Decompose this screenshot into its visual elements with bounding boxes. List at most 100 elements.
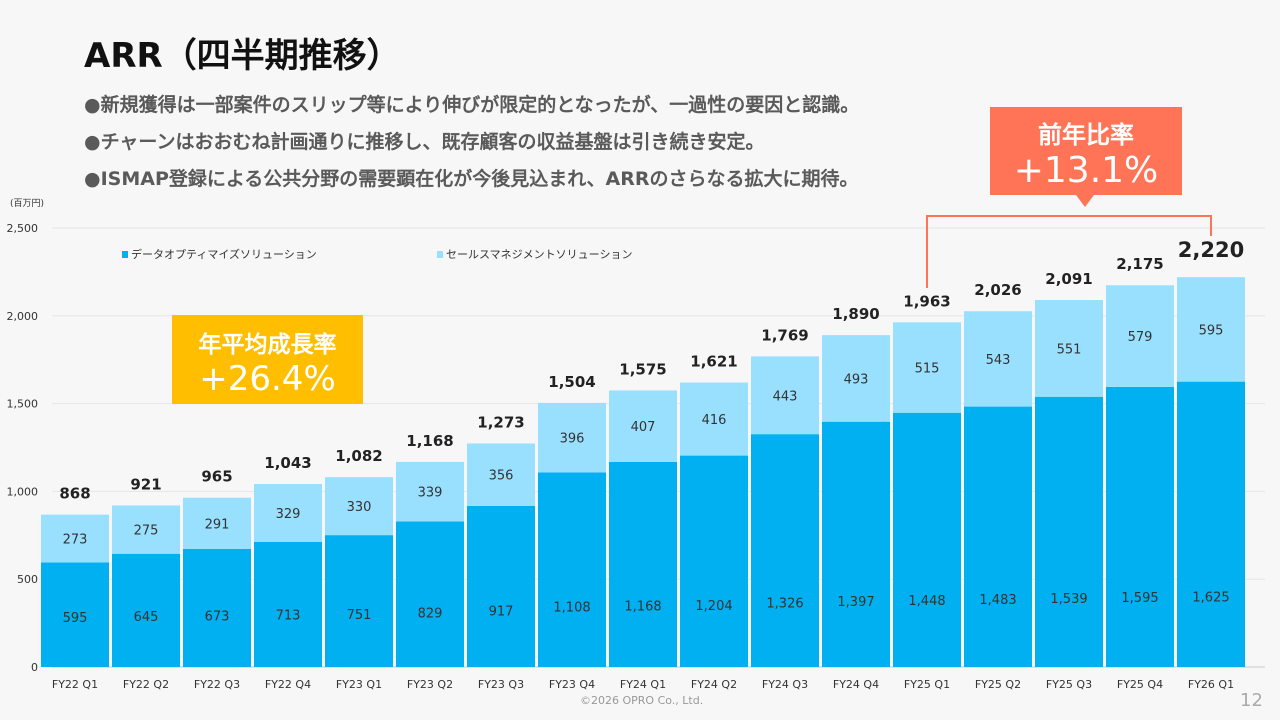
y-tick-label: 0 [31, 661, 38, 674]
bar-segment-sales-management [41, 514, 109, 563]
bar-segment-data-optimize [609, 461, 677, 667]
total-value-label: 1,769 [761, 326, 808, 344]
bar-segment-sales-management [325, 477, 393, 536]
segment-value-label: 1,397 [837, 595, 874, 610]
yoy-value: +13.1% [1013, 150, 1159, 191]
bar-segment-sales-management [183, 497, 251, 549]
total-value-label: 1,168 [406, 432, 453, 450]
x-tick-label: FY22 Q4 [265, 678, 311, 691]
segment-value-label: 1,539 [1050, 592, 1087, 607]
bar-segment-data-optimize [1177, 381, 1245, 667]
x-tick-label: FY25 Q3 [1046, 678, 1092, 691]
bullet-item: ●チャーンはおおむね計画通りに推移し、既存顧客の収益基盤は引き続き安定。 [84, 131, 765, 153]
bar-segment-sales-management [609, 390, 677, 462]
total-value-label: 1,043 [264, 454, 311, 472]
bar-segment-sales-management [964, 311, 1032, 407]
x-tick-label: FY25 Q1 [904, 678, 950, 691]
x-tick-label: FY25 Q4 [1117, 678, 1163, 691]
total-value-label: 1,504 [548, 373, 595, 391]
bar-segment-data-optimize [325, 535, 393, 667]
bar-segment-data-optimize [41, 562, 109, 667]
segment-value-label: 407 [631, 420, 656, 435]
bar-segment-data-optimize [1106, 386, 1174, 667]
segment-value-label: 339 [418, 486, 443, 501]
bar-segment-data-optimize [112, 553, 180, 667]
segment-value-label: 645 [134, 610, 159, 625]
x-tick-label: FY24 Q4 [833, 678, 879, 691]
bar-segment-data-optimize [751, 434, 819, 667]
bar-segment-sales-management [396, 461, 464, 522]
x-tick-label: FY23 Q1 [336, 678, 382, 691]
segment-value-label: 595 [63, 611, 88, 626]
bar-segment-sales-management [1035, 299, 1103, 397]
cagr-value: +26.4% [199, 359, 336, 399]
x-tick-label: FY25 Q2 [975, 678, 1021, 691]
bar-segment-sales-management [822, 335, 890, 422]
bar-segment-sales-management [1106, 285, 1174, 387]
segment-value-label: 543 [986, 353, 1011, 368]
bar-segment-data-optimize [396, 521, 464, 667]
x-tick-label: FY23 Q3 [478, 678, 524, 691]
legend-label: データオプティマイズソリューション [131, 247, 317, 261]
segment-value-label: 273 [63, 533, 88, 548]
segment-value-label: 1,326 [766, 596, 803, 611]
x-tick-label: FY26 Q1 [1188, 678, 1234, 691]
y-tick-label: 2,000 [7, 310, 39, 323]
segment-value-label: 443 [773, 389, 798, 404]
total-value-label: 1,575 [619, 360, 666, 378]
total-value-label: 1,621 [690, 352, 737, 370]
segment-value-label: 396 [560, 432, 585, 447]
segment-value-label: 917 [489, 605, 514, 620]
bar-segment-data-optimize [680, 455, 748, 667]
page-title: ARR（四半期推移） [84, 36, 401, 76]
segment-value-label: 673 [205, 609, 230, 624]
bar-segment-data-optimize [822, 421, 890, 667]
x-tick-label: FY22 Q1 [52, 678, 98, 691]
segment-value-label: 1,204 [695, 599, 732, 614]
total-value-label: 868 [59, 485, 90, 503]
bar-segment-sales-management [467, 443, 535, 506]
total-value-label: 2,026 [974, 281, 1021, 299]
legend-swatch [122, 251, 128, 258]
segment-value-label: 1,483 [979, 593, 1016, 608]
total-value-label: 965 [201, 468, 232, 486]
x-tick-label: FY23 Q2 [407, 678, 453, 691]
x-tick-label: FY22 Q2 [123, 678, 169, 691]
bar-segment-data-optimize [254, 541, 322, 667]
bullet-list: ●新規獲得は一部案件のスリップ等により伸びが限定的となったが、一過性の要因と認識… [84, 90, 859, 201]
segment-value-label: 551 [1057, 342, 1082, 357]
x-tick-label: FY23 Q4 [549, 678, 595, 691]
bar-segment-data-optimize [964, 406, 1032, 667]
segment-value-label: 416 [702, 413, 727, 428]
y-axis-unit-label: (百万円) [10, 198, 44, 209]
segment-value-label: 1,625 [1192, 590, 1229, 605]
copyright: ©2026 OPRO Co., Ltd. [580, 694, 704, 707]
callout-pointer [1076, 195, 1094, 207]
total-value-label: 2,220 [1178, 238, 1244, 262]
x-tick-label: FY22 Q3 [194, 678, 240, 691]
bar-segment-data-optimize [467, 505, 535, 667]
bar-segment-sales-management [893, 322, 961, 413]
yoy-growth-callout: 前年比率 +13.1% [990, 107, 1182, 195]
y-tick-label: 500 [17, 573, 38, 586]
segment-value-label: 751 [347, 608, 372, 623]
total-value-label: 921 [130, 475, 161, 493]
yoy-bracket-line [926, 215, 1212, 288]
bar-segment-sales-management [751, 356, 819, 435]
bar-segment-sales-management [538, 402, 606, 473]
segment-value-label: 291 [205, 517, 230, 532]
bar-segment-data-optimize [538, 472, 606, 667]
bar-segment-data-optimize [183, 548, 251, 667]
cagr-callout: 年平均成長率 +26.4% [172, 315, 363, 404]
segment-value-label: 579 [1128, 330, 1153, 345]
bullet-item: ●ISMAP登録による公共分野の需要顕在化が今後見込まれ、ARRのさらなる拡大に… [84, 168, 859, 190]
bullet-item: ●新規獲得は一部案件のスリップ等により伸びが限定的となったが、一過性の要因と認識… [84, 94, 860, 116]
segment-value-label: 329 [276, 507, 301, 522]
segment-value-label: 356 [489, 469, 514, 484]
total-value-label: 1,082 [335, 447, 382, 465]
total-value-label: 1,273 [477, 413, 524, 431]
x-tick-label: FY24 Q2 [691, 678, 737, 691]
bar-segment-sales-management [1177, 277, 1245, 382]
bar-segment-sales-management [112, 505, 180, 554]
x-tick-label: FY24 Q1 [620, 678, 666, 691]
